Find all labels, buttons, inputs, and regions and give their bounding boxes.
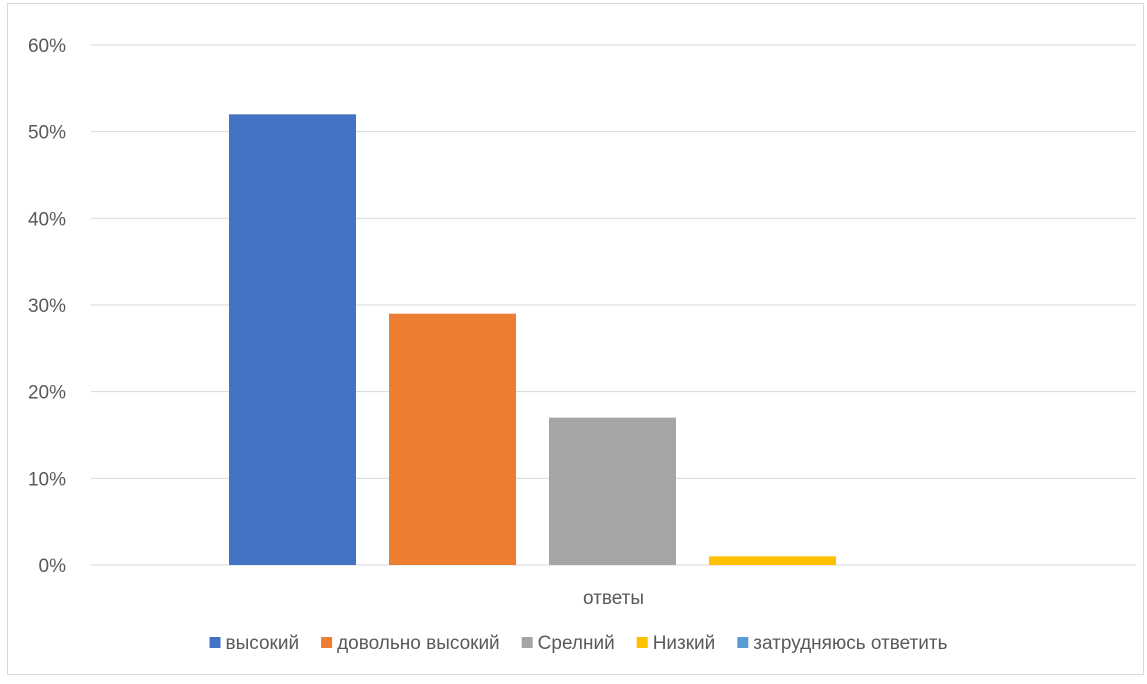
legend-swatch (209, 637, 221, 648)
legend-label: Срелний (538, 633, 615, 654)
chart-area: 0% 10% 20% 30% 40% 50% 60% ответы высокий довол… (7, 3, 1144, 675)
y-tick-label: 20% (28, 383, 66, 404)
bar-chart: 0% 10% 20% 30% 40% 50% 60% ответы высокий довол… (28, 36, 1136, 654)
y-tick-label: 30% (28, 296, 66, 317)
x-category-label: ответы (583, 588, 644, 609)
bar-2 (389, 313, 516, 565)
y-tick-label: 50% (28, 123, 66, 144)
legend: высокий довольно высокий Срелний Низкий затр… (209, 633, 948, 654)
legend-label: довольно высокий (337, 633, 500, 654)
y-tick-label: 60% (28, 36, 66, 57)
x-axis: ответы (583, 588, 644, 609)
legend-swatch (636, 637, 648, 648)
y-tick-label: 40% (28, 209, 66, 230)
legend-item: довольно высокий (321, 633, 500, 654)
y-tick-label: 0% (39, 556, 67, 577)
legend-label: затрудняюсь ответить (753, 633, 947, 654)
legend-item: Низкий (636, 633, 716, 654)
bar-3 (549, 417, 676, 565)
legend-item: высокий (209, 633, 300, 654)
legend-swatch (737, 637, 749, 648)
bars (229, 114, 836, 565)
y-tick-label: 10% (28, 469, 66, 490)
legend-swatch (321, 637, 333, 648)
bar-4 (709, 556, 836, 565)
legend-label: высокий (226, 633, 300, 654)
legend-swatch (521, 637, 533, 648)
legend-item: Срелний (521, 633, 615, 654)
legend-item: затрудняюсь ответить (737, 633, 948, 654)
y-axis-ticks: 0% 10% 20% 30% 40% 50% 60% (28, 36, 66, 577)
bar-1 (229, 114, 356, 565)
legend-label: Низкий (653, 633, 716, 654)
